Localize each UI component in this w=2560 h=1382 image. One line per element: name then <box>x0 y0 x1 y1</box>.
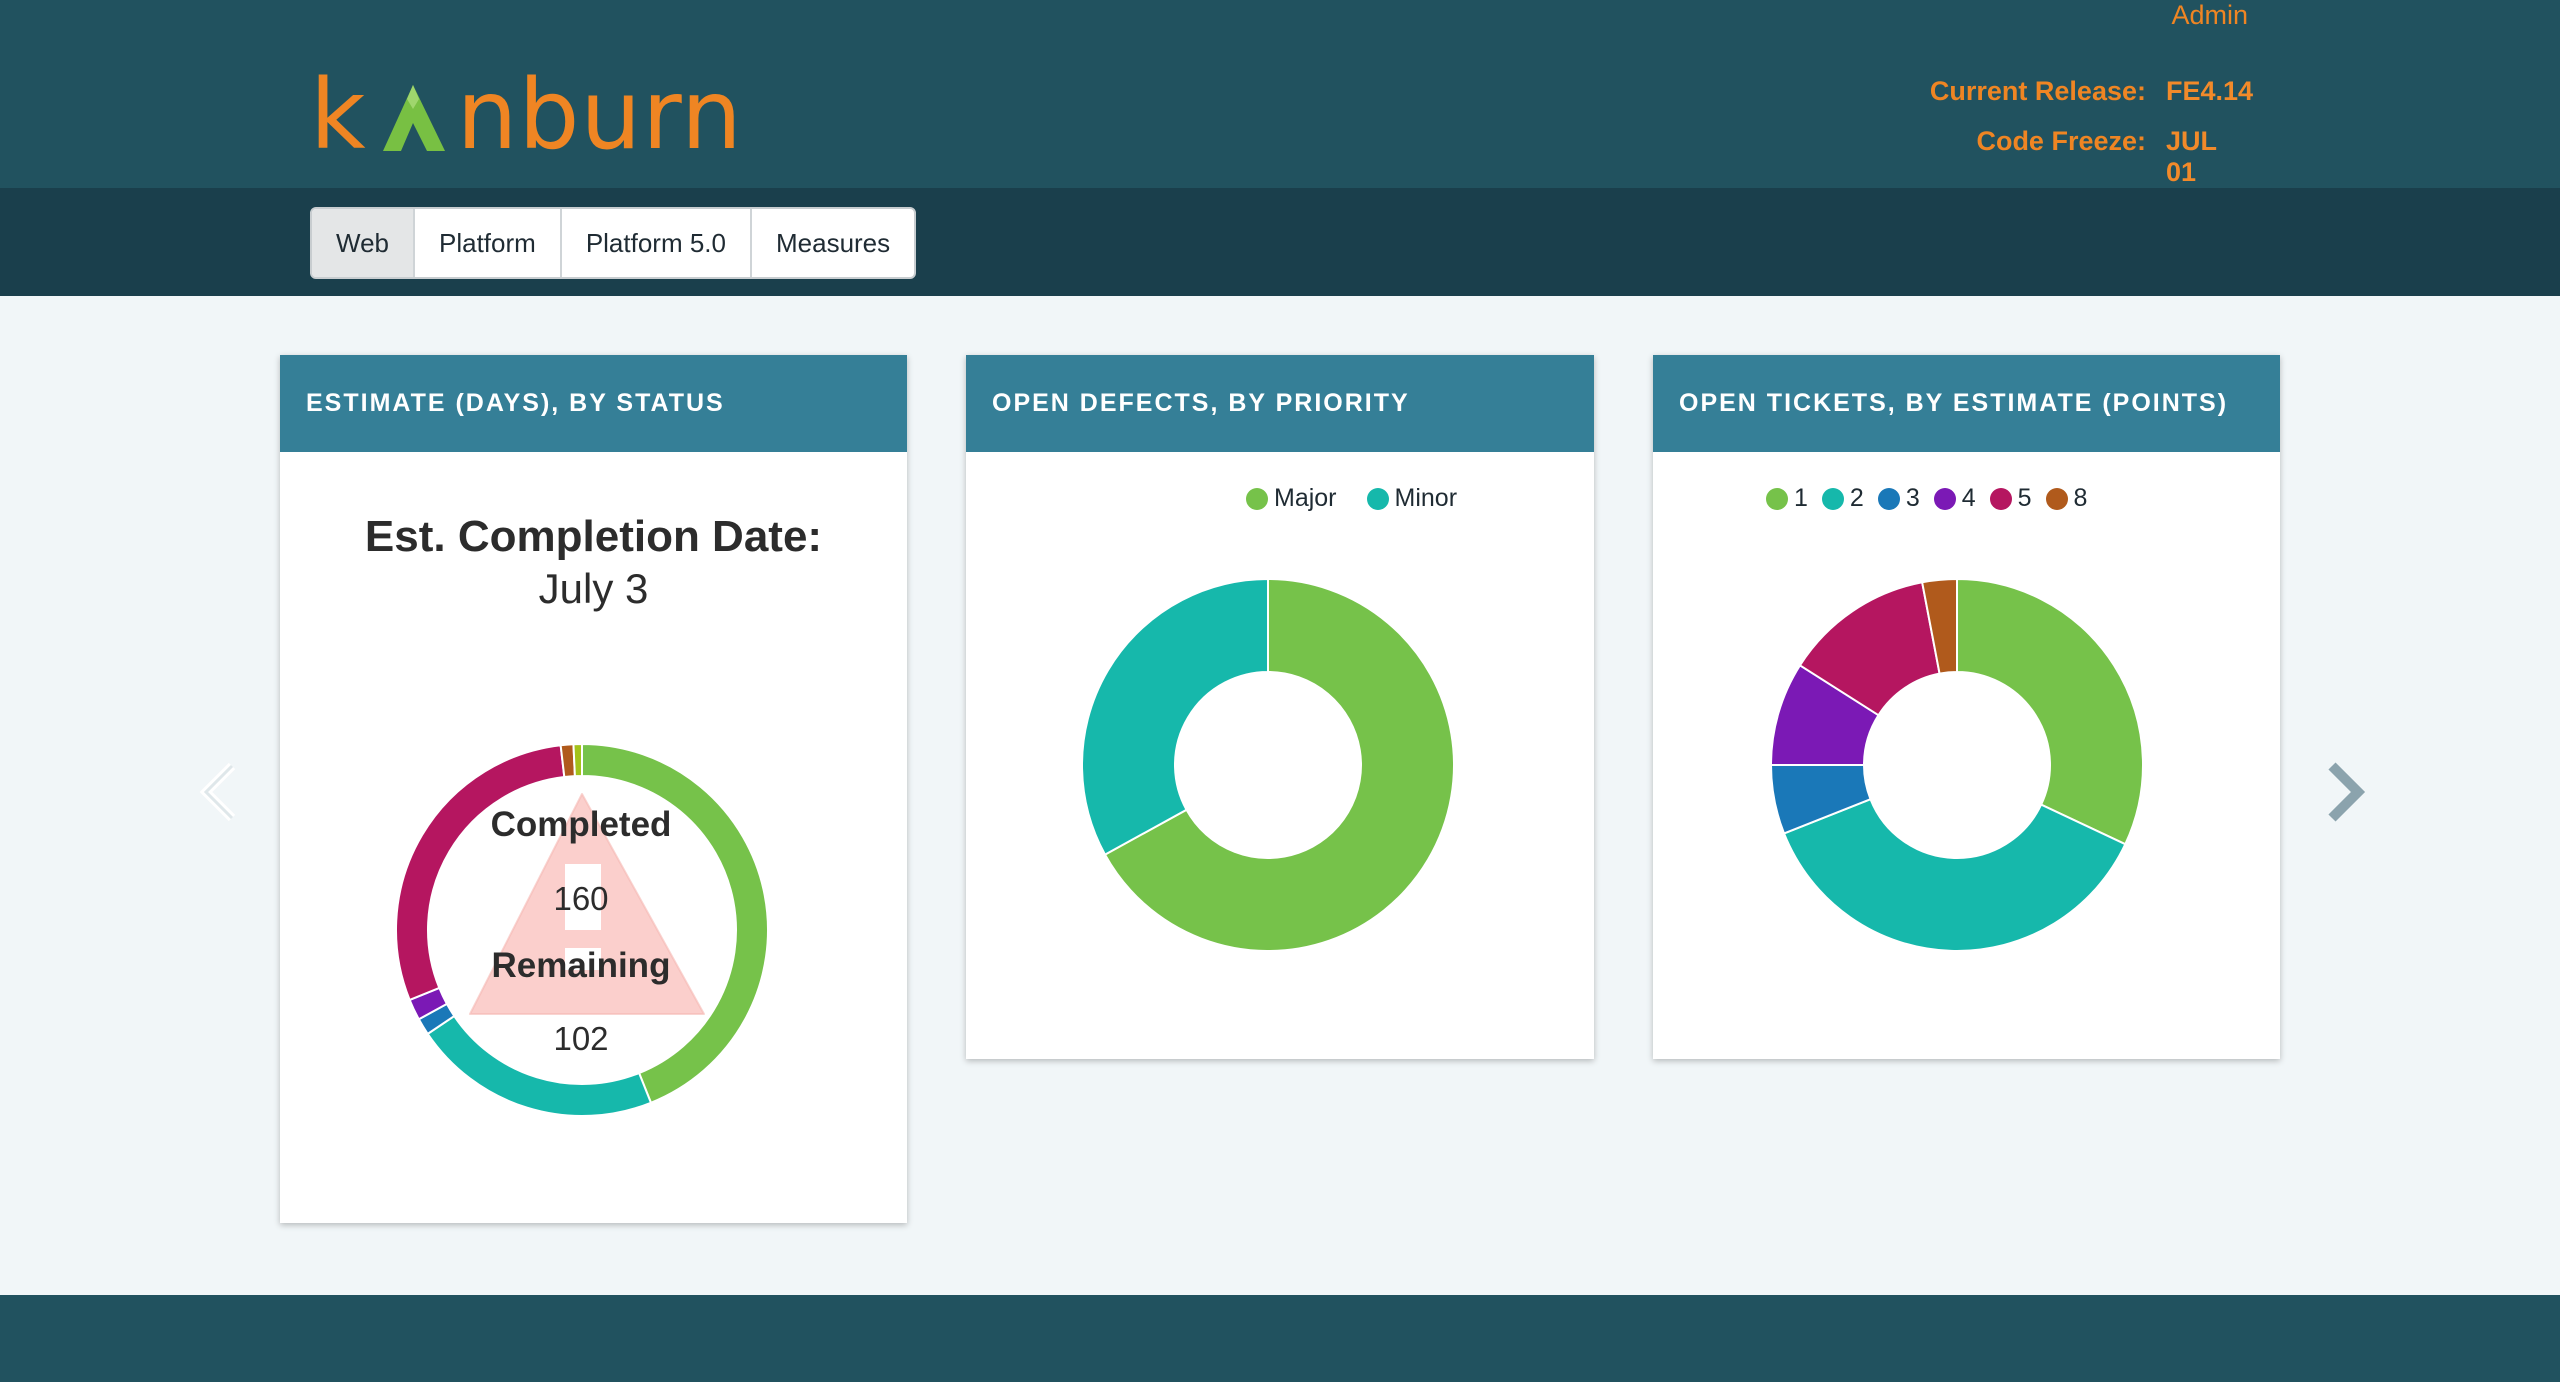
current-release: Current Release: FE4.14 <box>1929 76 2254 107</box>
top-header: k nburn Admin Current Release: FE4.14 Co… <box>0 0 2560 188</box>
tab-platform[interactable]: Platform <box>415 209 562 277</box>
code-freeze: Code Freeze: JUL 01 <box>1976 126 2248 188</box>
legend-dot <box>1766 487 1788 510</box>
user-menu-link[interactable]: Admin <box>2171 0 2248 30</box>
legend-label: Major <box>1274 484 1337 512</box>
card-defects: OPEN DEFECTS, BY PRIORITY <box>966 355 1594 1059</box>
remaining-value: 102 <box>553 1020 609 1057</box>
logo-text-right: nburn <box>456 59 743 171</box>
tickets-legend: 1 2 3 4 5 8 <box>1766 484 2087 513</box>
legend-dot <box>1366 487 1389 510</box>
card-estimate: ESTIMATE (DAYS), BY STATUS <box>280 355 907 1223</box>
legend-label: 1 <box>1794 484 1808 512</box>
legend-label: 8 <box>2073 484 2088 512</box>
current-release-value: FE4.14 <box>2166 76 2254 106</box>
tab-web[interactable]: Web <box>312 209 415 277</box>
legend-dot <box>1933 487 1956 510</box>
completed-label: Completed <box>490 805 672 844</box>
card-tickets: OPEN TICKETS, BY ESTIMATE (POINTS) <box>1653 355 2280 1059</box>
legend-item-8[interactable]: 8 <box>2045 484 2088 513</box>
legend-dot <box>1246 487 1268 510</box>
tab-measures[interactable]: Measures <box>775 227 891 258</box>
legend-label: 3 <box>1905 484 1920 512</box>
legend-label: Minor <box>1394 484 1458 512</box>
kanburn-logo[interactable]: k nburn <box>310 60 743 170</box>
legend-dot <box>1989 487 2012 510</box>
legend-dot <box>1877 487 1900 510</box>
legend-item-minor[interactable]: Minor <box>1366 484 1458 513</box>
legend-item-2[interactable]: 2 <box>1821 484 1864 513</box>
code-freeze-value: JUL 01 <box>2166 126 2217 187</box>
tab-platform-5[interactable]: Platform 5.0 <box>562 209 752 277</box>
legend-dot <box>1821 487 1844 510</box>
legend-item-4[interactable]: 4 <box>1933 484 1976 513</box>
card-estimate-title: ESTIMATE (DAYS), BY STATUS <box>280 355 907 452</box>
legend-label: 2 <box>1849 484 1864 512</box>
legend-dot <box>2045 487 2068 510</box>
defects-legend: Major Minor <box>1246 484 1457 513</box>
chevron-right-icon[interactable] <box>2320 760 2368 824</box>
legend-label: 5 <box>2017 484 2032 512</box>
legend-item-3[interactable]: 3 <box>1877 484 1920 513</box>
card-defects-title: OPEN DEFECTS, BY PRIORITY <box>966 355 1594 452</box>
completion-date-value: July 3 <box>538 565 649 612</box>
legend-item-1[interactable]: 1 <box>1766 484 1808 513</box>
legend-item-5[interactable]: 5 <box>1989 484 2032 513</box>
legend-item-major[interactable]: Major <box>1246 484 1337 513</box>
chevron-left-icon[interactable] <box>196 760 244 824</box>
completed-value: 160 <box>553 880 609 917</box>
remaining-label: Remaining <box>491 946 671 985</box>
project-tabs: Web Platform Platform 5.0 Measures <box>310 207 917 279</box>
legend-label: 4 <box>1961 484 1976 512</box>
current-release-label: Current Release: <box>1929 76 2146 106</box>
logo-mountain-icon <box>382 85 445 151</box>
logo-text-left: k <box>310 59 367 171</box>
card-tickets-title: OPEN TICKETS, BY ESTIMATE (POINTS) <box>1653 355 2280 452</box>
completion-date-label: Est. Completion Date: <box>364 512 823 561</box>
page-footer <box>0 1295 2560 1382</box>
code-freeze-label: Code Freeze: <box>1976 126 2146 156</box>
